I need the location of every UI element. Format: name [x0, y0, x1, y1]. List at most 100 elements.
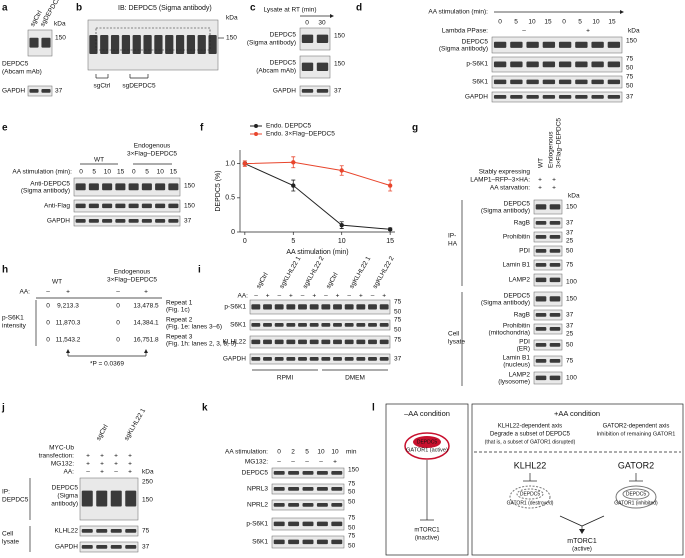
label: AA stimulation (min): — [428, 9, 488, 16]
label: GAPDH — [2, 88, 25, 95]
band — [251, 357, 261, 361]
label: p-S6K1 — [224, 304, 246, 311]
band — [510, 79, 523, 85]
band — [155, 183, 166, 191]
label: sgKLHL22 2 — [372, 255, 396, 290]
label: (Fig. 1c) — [166, 307, 190, 314]
band — [526, 79, 539, 85]
legend-label: Endo. DEPDC5 — [266, 123, 312, 130]
label: (Sigma antibody) — [21, 188, 70, 195]
label: 75 — [348, 481, 356, 488]
label: – — [116, 289, 120, 296]
label: 75 — [394, 299, 402, 306]
band — [535, 327, 547, 331]
label: + — [538, 177, 542, 184]
label: antibody) — [51, 501, 78, 508]
label: kDa — [568, 193, 580, 200]
band — [493, 95, 507, 99]
band — [165, 35, 174, 54]
band — [542, 79, 556, 85]
band — [155, 203, 166, 209]
band — [356, 357, 366, 361]
label: 15 — [170, 169, 178, 176]
label: (that is, a subset of GATOR1 disrupted) — [485, 439, 576, 445]
label: 37 — [394, 356, 402, 363]
label: p-S6K1 — [246, 521, 268, 528]
label: – — [46, 289, 50, 296]
band — [263, 339, 272, 345]
panel-letter: k — [202, 403, 208, 414]
blot — [533, 217, 563, 229]
label: – — [324, 293, 328, 300]
band — [526, 61, 539, 68]
blot — [491, 56, 623, 73]
band — [115, 183, 126, 191]
label: + — [359, 293, 363, 300]
panel-letter: a — [2, 3, 8, 14]
label: AA stimulation: — [225, 449, 268, 456]
depdc5-active — [413, 436, 441, 448]
label: sgCtrl — [255, 271, 270, 290]
band — [549, 343, 561, 347]
blot — [533, 339, 563, 351]
band — [535, 204, 547, 210]
band — [549, 375, 561, 381]
label: GATOR1 (active) — [406, 447, 448, 453]
x-tick-label: 10 — [338, 238, 346, 245]
label: lysate — [2, 539, 19, 546]
label: DEPDC5 — [270, 60, 297, 67]
label: (Fig. 1e: lanes 3–6) — [166, 324, 222, 331]
label: RagB — [514, 220, 530, 227]
label: – — [277, 293, 281, 300]
band — [493, 41, 507, 48]
band — [493, 61, 507, 68]
label: Inhibition of remaining GATOR1 — [597, 431, 676, 437]
blot — [533, 245, 563, 257]
label: 37 — [626, 94, 634, 101]
band — [100, 35, 109, 54]
band — [549, 235, 561, 239]
band — [286, 357, 296, 361]
band — [607, 95, 621, 99]
label: 11,870.3 — [56, 320, 81, 327]
band — [286, 339, 296, 345]
band — [102, 183, 113, 191]
band — [110, 529, 122, 533]
label: GAPDH — [273, 88, 296, 95]
band — [155, 219, 166, 223]
band — [526, 95, 539, 99]
label: + — [100, 461, 104, 468]
label: AA: — [64, 469, 75, 476]
band — [591, 95, 604, 99]
panel-letter: h — [2, 265, 8, 276]
label: 10 — [331, 449, 339, 456]
label: 2 — [291, 449, 295, 456]
label: sgCtrl — [325, 271, 340, 290]
label: 3×Flag–DEPDC5 — [127, 151, 177, 158]
label: – — [254, 293, 258, 300]
series-line — [244, 163, 391, 230]
band — [510, 95, 523, 99]
y-axis-label: DEPDC5 (%) — [215, 170, 222, 211]
band — [558, 95, 572, 99]
band — [542, 95, 556, 99]
label: 0 — [132, 169, 136, 176]
label: 50 — [348, 525, 356, 532]
band — [575, 95, 588, 99]
label: Endogenous — [114, 269, 151, 276]
band — [535, 375, 547, 381]
band — [298, 323, 307, 327]
band — [302, 487, 314, 491]
label: DEPDC5 — [462, 39, 489, 46]
label: mTORC1 — [414, 528, 440, 534]
band — [368, 357, 377, 361]
band — [273, 503, 285, 507]
label: – — [86, 469, 90, 476]
label: – — [114, 469, 118, 476]
blot — [491, 36, 623, 54]
label: 13,478.5 — [133, 303, 159, 310]
label: Cell — [2, 531, 14, 538]
label: GAPDH — [47, 218, 70, 225]
box — [385, 403, 469, 556]
band — [549, 204, 561, 210]
